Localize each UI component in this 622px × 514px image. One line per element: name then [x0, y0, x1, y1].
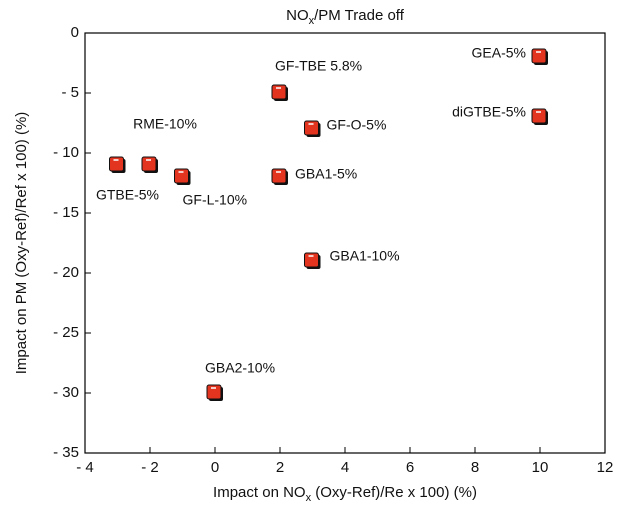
marker [174, 168, 189, 184]
y-tick-label: - 25 [53, 324, 79, 341]
marker [109, 156, 124, 172]
point-label: GF-O-5% [327, 117, 387, 133]
point-label: diGTBE-5% [452, 104, 526, 120]
point-label: GBA1-5% [295, 166, 357, 182]
marker [206, 384, 222, 400]
marker [271, 84, 287, 100]
point-label: GF-L-10% [183, 192, 248, 208]
y-tick-label: - 35 [53, 444, 79, 461]
point-label: GF-TBE 5.8% [275, 58, 362, 74]
point-label: GEA-5% [472, 45, 526, 61]
x-axis-label: Impact on NOx (Oxy-Ref)/Re x 100) (%) [213, 484, 477, 504]
x-tick-label: 8 [471, 459, 479, 476]
y-tick-label: - 15 [53, 204, 79, 221]
plot-frame [84, 32, 606, 454]
x-tick-label: 6 [406, 459, 414, 476]
y-tick-label: - 5 [61, 84, 79, 101]
marker [531, 48, 547, 64]
point-label: RME-10% [133, 116, 197, 132]
x-tick-label: - 2 [141, 459, 159, 476]
y-tick-label: - 10 [53, 144, 79, 161]
y-axis-label: Impact on PM (Oxy-Ref)/Ref x 100) (%) [13, 112, 30, 375]
y-tick-label: - 30 [53, 384, 79, 401]
marker [271, 168, 287, 184]
x-tick-label: - 4 [76, 459, 94, 476]
point-label: GBA2-10% [205, 360, 275, 376]
y-tick-label: - 20 [53, 264, 79, 281]
point-label: GBA1-10% [330, 248, 400, 264]
marker [304, 120, 319, 136]
x-tick-label: 12 [597, 459, 614, 476]
y-tick-label: 0 [71, 24, 79, 41]
point-label: GTBE-5% [96, 187, 159, 203]
x-tick-label: 10 [532, 459, 549, 476]
x-tick-label: 4 [341, 459, 349, 476]
marker [304, 252, 319, 268]
marker [531, 108, 547, 124]
x-tick-label: 0 [211, 459, 219, 476]
marker [141, 156, 157, 172]
chart-title: NOx/PM Trade off [286, 7, 405, 27]
x-tick-label: 2 [276, 459, 284, 476]
